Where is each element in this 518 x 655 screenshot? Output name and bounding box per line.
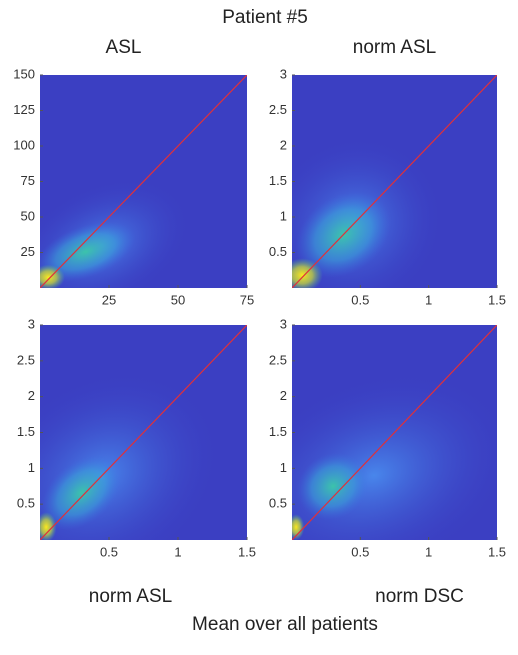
- y-tick-label: 2.5: [269, 102, 287, 117]
- y-tick-label: 0.5: [269, 496, 287, 511]
- x-tick-label: 1.5: [488, 544, 506, 559]
- y-tick-label: 1: [280, 460, 287, 475]
- x-axis-label: norm ASL: [89, 586, 172, 607]
- reference-line: [40, 75, 247, 288]
- density-blob: [297, 452, 369, 520]
- plot-area: [40, 75, 247, 288]
- y-tick-label: 150: [13, 66, 35, 81]
- figure-title: Patient #5: [222, 7, 308, 28]
- y-tick-label: 0.5: [269, 244, 287, 259]
- x-tick-label: 1.5: [488, 292, 506, 307]
- y-tick-label: 0.5: [17, 496, 35, 511]
- y-tick-label: 1.5: [17, 424, 35, 439]
- y-tick-label: 1.5: [269, 173, 287, 188]
- x-tick-label: 75: [240, 292, 254, 307]
- panel-title: ASL: [106, 37, 142, 58]
- y-tick-label: 2: [280, 137, 287, 152]
- x-tick-label: 0.5: [351, 292, 369, 307]
- x-tick-label: 50: [171, 292, 185, 307]
- x-tick-label: 0.5: [100, 544, 118, 559]
- y-tick-label: 100: [13, 137, 35, 152]
- x-tick-label: 25: [102, 292, 116, 307]
- x-tick-label: 1: [425, 544, 432, 559]
- x-axis-label: norm DSC: [375, 586, 464, 607]
- y-tick-label: 2.5: [17, 352, 35, 367]
- plot-area: [292, 325, 497, 540]
- y-tick-label: 2.5: [269, 352, 287, 367]
- reference-line: [292, 75, 497, 288]
- plot-area: [292, 75, 497, 288]
- x-tick-label: 0.5: [351, 544, 369, 559]
- y-tick-label: 75: [21, 173, 35, 188]
- density-blob: [40, 512, 57, 540]
- figure-footer: Mean over all patients: [192, 614, 378, 635]
- x-tick-label: 1.5: [238, 544, 256, 559]
- density-blob: [292, 514, 305, 540]
- y-tick-label: 1.5: [269, 424, 287, 439]
- x-tick-label: 1: [174, 544, 181, 559]
- y-tick-label: 2: [280, 388, 287, 403]
- y-tick-label: 3: [28, 316, 35, 331]
- y-tick-label: 125: [13, 102, 35, 117]
- y-tick-label: 50: [21, 208, 35, 223]
- reference-line: [40, 325, 247, 540]
- plot-area: [40, 325, 247, 540]
- x-tick-label: 1: [425, 292, 432, 307]
- y-tick-label: 1: [280, 208, 287, 223]
- density-blob: [41, 455, 122, 530]
- y-tick-label: 3: [280, 66, 287, 81]
- y-tick-label: 2: [28, 388, 35, 403]
- y-tick-label: 1: [28, 460, 35, 475]
- panel-title: norm ASL: [353, 37, 436, 58]
- y-tick-label: 25: [21, 244, 35, 259]
- y-tick-label: 3: [280, 316, 287, 331]
- reference-line: [292, 325, 497, 540]
